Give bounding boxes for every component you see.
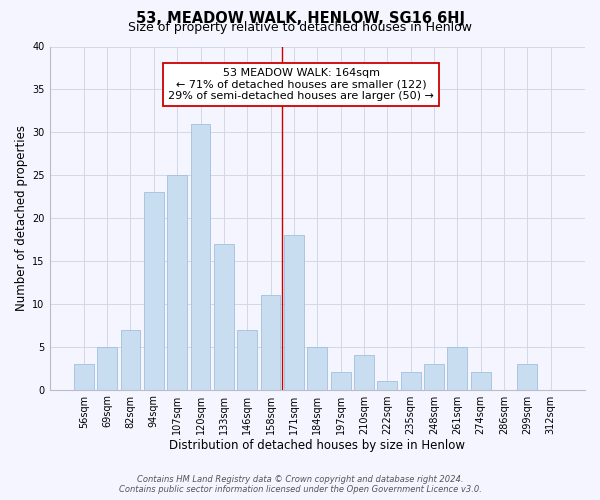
Bar — [307, 346, 327, 390]
Bar — [167, 175, 187, 390]
Text: Size of property relative to detached houses in Henlow: Size of property relative to detached ho… — [128, 21, 472, 34]
Bar — [448, 346, 467, 390]
Bar — [424, 364, 444, 390]
Bar — [237, 330, 257, 390]
Bar — [331, 372, 350, 390]
Bar — [97, 346, 117, 390]
Bar — [121, 330, 140, 390]
Bar — [401, 372, 421, 390]
Bar — [517, 364, 538, 390]
Text: 53, MEADOW WALK, HENLOW, SG16 6HJ: 53, MEADOW WALK, HENLOW, SG16 6HJ — [136, 11, 464, 26]
Bar — [377, 381, 397, 390]
Bar — [284, 235, 304, 390]
Bar — [191, 124, 211, 390]
Bar — [260, 295, 280, 390]
Text: 53 MEADOW WALK: 164sqm
← 71% of detached houses are smaller (122)
29% of semi-de: 53 MEADOW WALK: 164sqm ← 71% of detached… — [168, 68, 434, 101]
Bar — [214, 244, 234, 390]
Bar — [471, 372, 491, 390]
Bar — [144, 192, 164, 390]
Bar — [74, 364, 94, 390]
Text: Contains HM Land Registry data © Crown copyright and database right 2024.
Contai: Contains HM Land Registry data © Crown c… — [119, 474, 481, 494]
Y-axis label: Number of detached properties: Number of detached properties — [15, 125, 28, 311]
Bar — [354, 356, 374, 390]
X-axis label: Distribution of detached houses by size in Henlow: Distribution of detached houses by size … — [169, 440, 465, 452]
